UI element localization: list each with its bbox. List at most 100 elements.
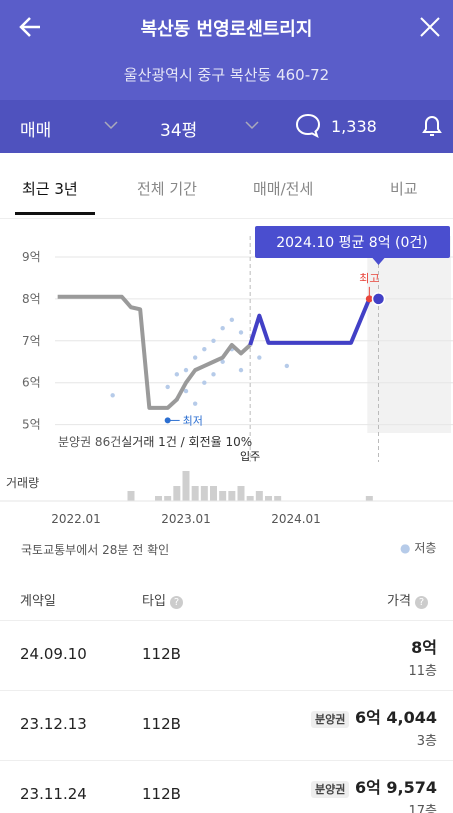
trade-dot	[165, 384, 170, 390]
volume-bar	[237, 486, 245, 501]
trade-dot	[183, 367, 189, 373]
volume-bar	[173, 486, 181, 501]
trade-dot	[110, 393, 115, 398]
column-header: 계약일	[20, 594, 56, 609]
legend: ● 저층	[400, 541, 437, 555]
back-button[interactable]	[18, 14, 44, 40]
trade-dot	[192, 355, 198, 360]
trade-note: 실거래 1건 / 회전율 10%	[121, 435, 252, 449]
volume-bar	[255, 491, 263, 501]
address: 울산광역시 중구 복산동 460-72	[123, 66, 330, 84]
volume-bar	[274, 496, 282, 501]
trade-dot	[238, 330, 244, 335]
divider	[0, 620, 453, 621]
volume-bar	[164, 496, 172, 501]
unit-type: 112B	[142, 785, 181, 803]
comment-icon[interactable]	[294, 112, 322, 140]
x-tick-label: 2023.01	[161, 512, 211, 526]
presale-note: 분양권 86건	[58, 435, 121, 449]
move-in-label: 입주	[240, 450, 260, 463]
trade-dot	[211, 372, 216, 377]
volume-bar	[210, 486, 217, 501]
divider	[0, 760, 453, 761]
min-label: 최저	[183, 414, 203, 427]
tab[interactable]: 매매/전세	[253, 180, 314, 198]
volume-bar	[265, 496, 272, 501]
floor: 11층	[408, 664, 437, 679]
volume-bar	[182, 471, 190, 501]
trade-dot	[202, 346, 207, 352]
size[interactable]: 34평	[160, 121, 198, 141]
max-label: 최고	[359, 272, 379, 285]
y-tick-label: 5억	[22, 418, 41, 432]
trade-dot	[284, 363, 290, 369]
unit-type: 112B	[142, 715, 181, 733]
chevron	[245, 121, 259, 130]
column-header: 가격 ?	[387, 590, 429, 609]
tooltip: 2024.10 평균 8억 (0건)	[276, 235, 428, 251]
volume-label: 거래량	[6, 476, 39, 490]
floor: 3층	[416, 734, 437, 749]
y-tick-label: 7억	[22, 334, 41, 348]
contract-date: 23.11.24	[20, 785, 87, 803]
price-value: 6억 9,574	[354, 778, 437, 797]
divider	[0, 218, 453, 219]
presale-badge: 분양권	[311, 711, 350, 728]
max-dot	[365, 295, 373, 303]
column-header-label: 가격	[387, 594, 411, 609]
volume-bar	[127, 491, 135, 501]
price-line	[248, 296, 379, 346]
contract-date: 24.09.10	[20, 645, 87, 663]
volume-bar	[200, 486, 208, 501]
tab[interactable]: 비교	[390, 180, 418, 198]
volume-bar	[155, 496, 162, 501]
bell-icon[interactable]	[420, 112, 444, 140]
tooltip-box	[255, 226, 450, 258]
tab[interactable]: 최근 3년	[22, 180, 78, 198]
trade-dot	[174, 372, 180, 377]
volume-bar	[228, 491, 236, 501]
trade-dot	[220, 359, 225, 364]
x-tick-label: 2024.01	[271, 512, 321, 526]
filter-bar: 매매 34평 1,338	[0, 100, 453, 153]
y-tick-label: 8억	[22, 292, 41, 306]
price-value: 8억	[411, 638, 437, 657]
y-tick-label: 9억	[22, 250, 41, 264]
trade-dot	[211, 338, 216, 343]
deal-type[interactable]: 매매	[20, 121, 52, 141]
current-dot	[371, 292, 386, 306]
trade-dot	[192, 401, 198, 406]
price-line	[57, 294, 252, 410]
trade-dot	[220, 326, 225, 331]
title: 복산동 번영로센트리지	[140, 19, 313, 40]
presale-badge: 분양권	[311, 781, 350, 798]
price: 분양권 6억 9,574	[311, 774, 437, 798]
price-value: 6억 4,044	[354, 708, 437, 727]
trade-dot	[202, 380, 207, 385]
source: 국토교통부에서 28분 전 확인	[21, 543, 170, 557]
x-tick-label: 2022.01	[51, 512, 101, 526]
contract-date: 23.12.13	[20, 715, 87, 733]
y-tick-label: 6억	[22, 376, 41, 390]
trade-dot	[183, 388, 189, 394]
divider	[0, 690, 453, 691]
trade-dot	[229, 317, 235, 323]
note: 분양권 86건실거래 1건 / 회전율 10%	[58, 435, 252, 449]
trade-dot	[257, 355, 262, 360]
column-header-label: 타입	[142, 594, 166, 609]
tab[interactable]: 전체 기간	[137, 180, 197, 198]
column-header: 타입 ?	[142, 590, 184, 609]
price: 분양권 6억 4,044	[311, 704, 437, 728]
price: 8억	[411, 634, 437, 658]
volume-bar	[219, 491, 227, 501]
volume-bar	[246, 496, 254, 501]
close-button[interactable]	[418, 15, 442, 39]
volume-bar	[191, 486, 199, 501]
future-area	[367, 236, 451, 433]
tab-underline	[15, 212, 95, 215]
unit-type: 112B	[142, 645, 181, 663]
chevron	[104, 121, 118, 130]
header: 복산동 번영로센트리지 울산광역시 중구 복산동 460-72	[0, 0, 453, 100]
